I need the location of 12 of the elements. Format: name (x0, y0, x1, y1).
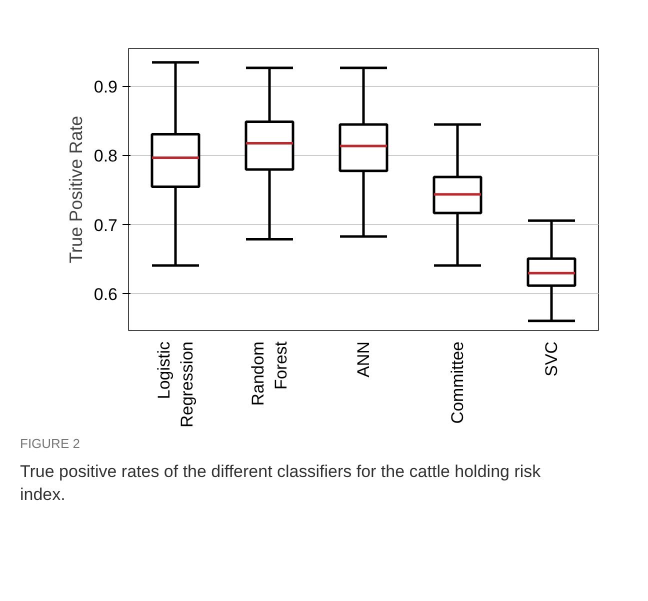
x-tick-label: Committee (448, 342, 467, 424)
y-axis-title: True Positive Rate (66, 116, 86, 264)
x-tick-label: SVC (542, 341, 561, 376)
y-tick-label: 0.7 (94, 216, 118, 235)
x-tick-label: Logistic Regression (154, 341, 196, 428)
y-tick-label: 0.9 (94, 78, 118, 97)
text: True positive rates of the different classifiers for the cattle holding risk index. (20, 460, 542, 506)
y-tick-label: 0.6 (94, 284, 118, 304)
y-tick-label: 0.8 (94, 146, 118, 166)
x-tick-label: Random Forest (248, 341, 290, 406)
x-tick-label: ANN (354, 341, 373, 378)
caption: FIGURE 2 (20, 435, 81, 453)
